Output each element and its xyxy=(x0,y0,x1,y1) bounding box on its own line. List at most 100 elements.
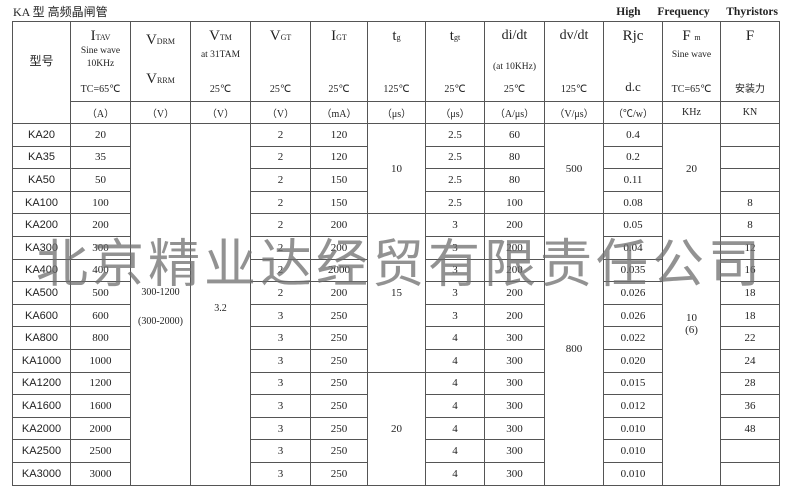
cell-vgt: 2 xyxy=(250,213,311,237)
cell-model: KA500 xyxy=(12,281,71,305)
tgt-cond: 25℃ xyxy=(444,84,466,95)
cell-rjc: 0.010 xyxy=(603,439,663,463)
cell-vdrm-merged: 300-1200 (300-2000) xyxy=(130,123,191,486)
fm-sub: m xyxy=(694,33,701,42)
cell-f xyxy=(720,123,780,147)
cell-model: KA1000 xyxy=(12,348,71,373)
cell-model: KA400 xyxy=(12,258,71,283)
cell-tg-merged: 20 xyxy=(367,371,426,486)
vdrm-sub: DRM xyxy=(156,37,176,46)
cell-tgt: 4 xyxy=(425,371,485,396)
cell-didt: 200 xyxy=(484,303,545,328)
table-row: KA50 50 2 150 2.5 80 0.11 xyxy=(12,168,780,192)
header-rjc: Rjc d.c xyxy=(603,21,663,102)
itav-line1: Sine wave xyxy=(80,46,121,56)
cell-model: KA100 xyxy=(12,190,71,215)
cell-f: 18 xyxy=(720,303,780,328)
header-tg: tg 125℃ xyxy=(367,21,426,102)
vdrm-range-alt: (300-2000) xyxy=(138,316,183,328)
cell-rjc: 0.026 xyxy=(603,281,663,305)
cell-dvdt-merged: 500 xyxy=(544,122,604,215)
cell-f: 24 xyxy=(720,348,780,373)
header-vtm: VTM at 31TAM 25℃ xyxy=(190,21,251,102)
dvdt-symbol: dv/dt xyxy=(559,28,589,43)
cell-f: 22 xyxy=(720,326,780,350)
header-dvdt: dv/dt 125℃ xyxy=(544,21,604,102)
cell-itav: 2500 xyxy=(70,439,131,463)
unit-vgt: （V） xyxy=(250,101,311,124)
cell-model: KA3000 xyxy=(12,461,71,486)
cell-tg-merged: 15 xyxy=(367,213,426,373)
table-row: KA800 800 3 250 4 300 0.022 22 xyxy=(12,326,780,350)
cell-tgt: 3 xyxy=(425,235,485,260)
cell-igt: 120 xyxy=(310,123,368,147)
unit-vtm: （V） xyxy=(190,101,251,124)
cell-itav: 400 xyxy=(70,258,131,283)
header-f: F 安装力 xyxy=(720,21,780,102)
tgt-sub: gt xyxy=(453,33,461,42)
cell-tgt: 2.5 xyxy=(425,190,485,215)
cell-model: KA600 xyxy=(12,303,71,328)
cell-model: KA800 xyxy=(12,326,71,350)
unit-tg: （μs） xyxy=(367,101,426,124)
cell-itav: 1000 xyxy=(70,348,131,373)
cell-tgt: 2.5 xyxy=(425,168,485,192)
cell-itav: 35 xyxy=(70,145,131,170)
cell-rjc: 0.05 xyxy=(603,213,663,237)
cell-didt: 300 xyxy=(484,371,545,396)
cell-vgt: 2 xyxy=(250,235,311,260)
igt-sub: GT xyxy=(336,33,347,42)
cell-didt: 80 xyxy=(484,145,545,170)
cell-itav: 600 xyxy=(70,303,131,328)
cell-itav: 200 xyxy=(70,213,131,237)
vrrm-symbol: V xyxy=(146,71,158,87)
cell-didt: 300 xyxy=(484,394,545,418)
table-row: KA2000 2000 3 250 4 300 0.010 48 xyxy=(12,416,780,441)
didt-line1: (at 10KHz) xyxy=(493,62,536,72)
cell-f: 8 xyxy=(720,190,780,215)
igt-cond: 25℃ xyxy=(328,84,350,95)
cell-didt: 80 xyxy=(484,168,545,192)
cell-igt: 200 xyxy=(310,213,368,237)
vgt-sub: GT xyxy=(280,33,292,42)
cell-rjc: 0.022 xyxy=(603,326,663,350)
cell-vgt: 2 xyxy=(250,123,311,147)
vtm-line1: at 31TAM xyxy=(200,50,241,60)
cell-itav: 100 xyxy=(70,190,131,215)
cell-itav: 3000 xyxy=(70,461,131,486)
cell-didt: 200 xyxy=(484,281,545,305)
rjc-cond: d.c xyxy=(625,79,641,94)
unit-f: KN xyxy=(720,101,780,124)
itav-sub: TAV xyxy=(95,33,111,42)
cell-igt: 2000 xyxy=(310,258,368,283)
cell-vgt: 3 xyxy=(250,371,311,396)
header-model: 型号 xyxy=(12,21,71,124)
cell-igt: 250 xyxy=(310,439,368,463)
table-row: KA3000 3000 3 250 4 300 0.010 xyxy=(12,461,780,486)
cell-model: KA35 xyxy=(12,145,71,170)
unit-didt: （A/μs） xyxy=(484,101,545,124)
cell-vgt: 3 xyxy=(250,461,311,486)
header-igt: IGT 25℃ xyxy=(310,21,368,102)
table-row: KA100 100 2 150 2.5 100 0.08 8 xyxy=(12,190,780,215)
fm-line1: Sine wave xyxy=(671,50,712,60)
tg-cond: 125℃ xyxy=(383,84,410,95)
title-cn: KA 型 高频晶闸管 xyxy=(13,5,108,19)
cell-f: 36 xyxy=(720,394,780,418)
vtm-sub: TM xyxy=(219,33,232,42)
unit-dvdt: （V/μs） xyxy=(544,101,604,124)
table-row: KA200 200 2 200 15 3 200 800 0.05 10 (6) 8 xyxy=(12,213,780,486)
cell-didt: 300 xyxy=(484,461,545,486)
cell-didt: 300 xyxy=(484,348,545,373)
unit-rjc: （℃/w） xyxy=(603,101,663,124)
igt-symbol: I xyxy=(331,28,337,44)
cell-itav: 1200 xyxy=(70,371,131,396)
title-en: High Frequency Thyristors xyxy=(616,6,778,18)
cell-rjc: 0.010 xyxy=(603,461,663,486)
cell-didt: 200 xyxy=(484,213,545,237)
cell-igt: 150 xyxy=(310,190,368,215)
cell-vgt: 2 xyxy=(250,258,311,283)
cell-f xyxy=(720,168,780,192)
unit-fm: KHz xyxy=(662,101,721,124)
cell-tgt: 4 xyxy=(425,439,485,463)
